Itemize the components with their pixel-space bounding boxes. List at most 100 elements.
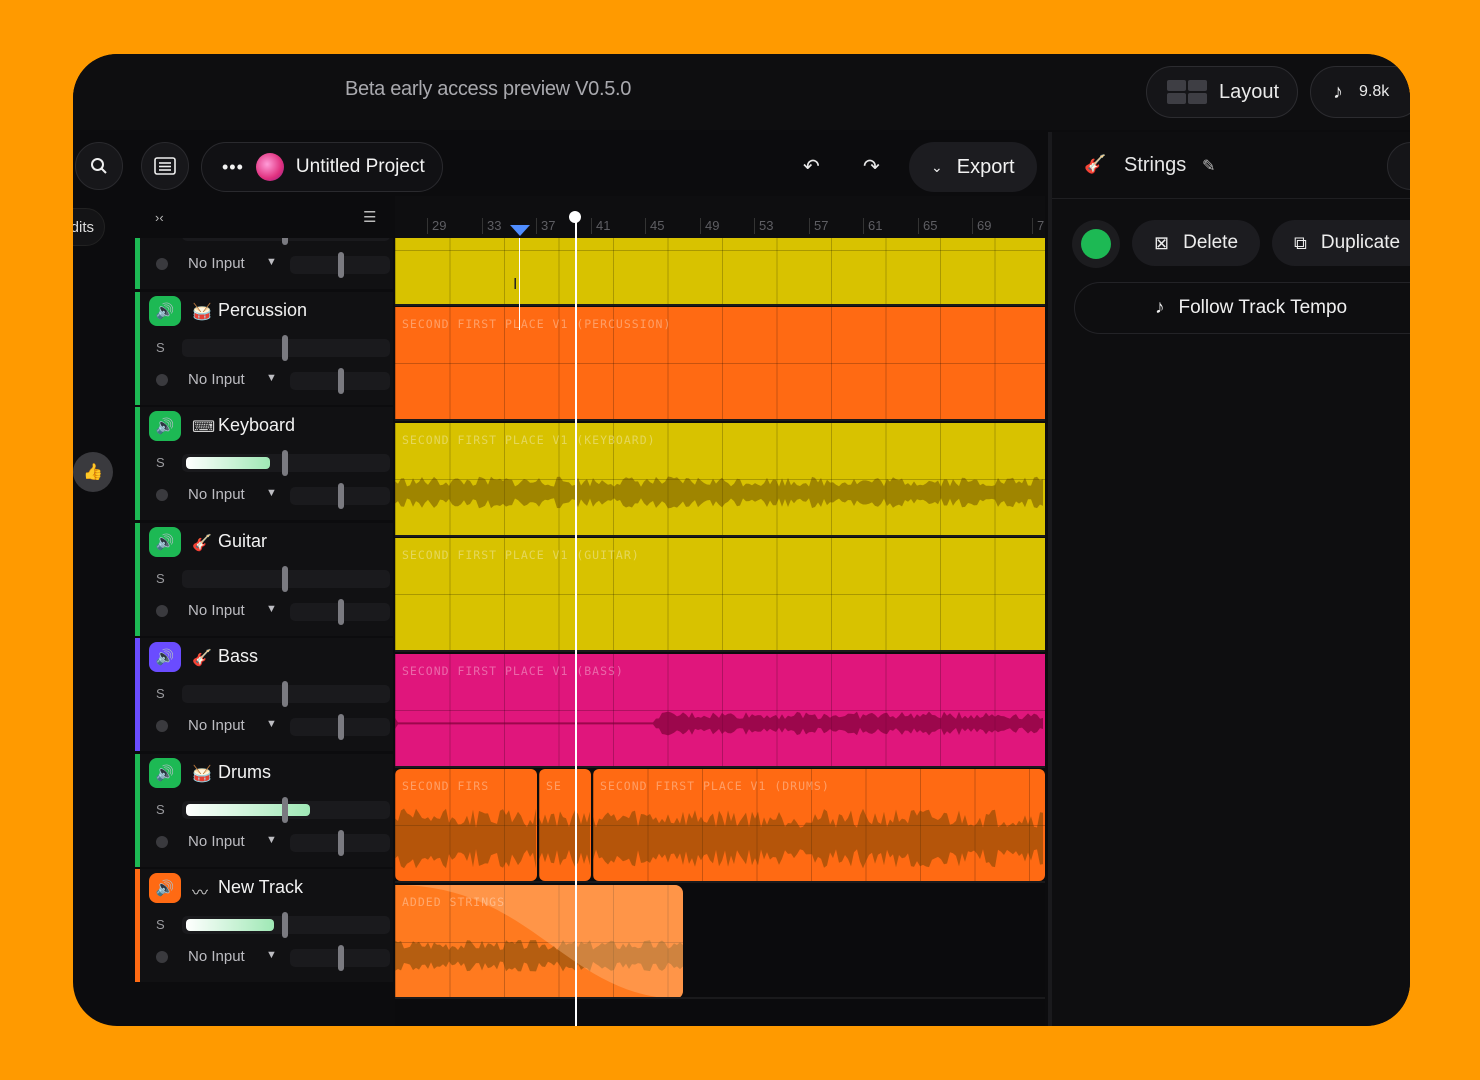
solo-button[interactable]: S <box>156 686 165 701</box>
track-header[interactable]: 🔊 〰 New Track S No Input ▼ <box>135 869 393 982</box>
record-arm-button[interactable] <box>156 835 168 848</box>
input-select[interactable]: No Input <box>188 832 245 850</box>
volume-slider[interactable] <box>182 450 390 476</box>
track-header[interactable]: 🔊🎻StringsSNo Input▼ <box>135 238 393 289</box>
pan-knob[interactable] <box>338 829 344 856</box>
input-select[interactable]: No Input <box>188 255 245 272</box>
export-button[interactable]: ⌄ Export <box>909 142 1037 192</box>
volume-knob[interactable] <box>282 334 288 361</box>
panel-toggle-button[interactable] <box>1387 142 1410 190</box>
pan-slider[interactable] <box>290 483 390 509</box>
track-name[interactable]: Percussion <box>218 299 308 320</box>
audio-clip[interactable]: SECOND FIRST PLACE V1 (GUITAR) <box>395 538 1045 650</box>
thumbs-up-icon[interactable]: 👍 <box>73 452 113 492</box>
timeline[interactable]: SECOND FIRST PLACE V1 (PERCUSSION) SECOND… <box>395 238 1045 1026</box>
input-select[interactable]: No Input <box>188 717 245 734</box>
track-lane[interactable]: ADDED STRINGS <box>395 885 1045 999</box>
mute-speaker-icon[interactable]: 🔊 <box>149 526 181 557</box>
track-header[interactable]: 🔊 🥁 Percussion S No Input ▼ <box>135 291 393 405</box>
volume-slider[interactable] <box>182 334 390 361</box>
volume-knob[interactable] <box>282 450 288 476</box>
pan-knob[interactable] <box>338 598 344 625</box>
pan-knob[interactable] <box>338 252 344 278</box>
follow-track-tempo-button[interactable]: ♪ Follow Track Tempo <box>1074 282 1410 334</box>
track-color-picker[interactable] <box>1072 220 1120 268</box>
volume-slider[interactable] <box>182 238 390 245</box>
audio-clip[interactable]: SECOND FIRST PLACE V1 (DRUMS) <box>593 769 1045 881</box>
playhead-line[interactable] <box>575 219 577 1026</box>
track-header[interactable]: 🔊 🎸 Guitar S No Input ▼ <box>135 522 393 636</box>
playhead-handle[interactable] <box>569 211 581 223</box>
track-name[interactable]: New Track <box>218 877 304 897</box>
project-selector[interactable]: ••• Untitled Project <box>201 142 443 192</box>
pan-knob[interactable] <box>338 483 344 509</box>
audio-clip[interactable]: SE <box>539 769 591 881</box>
track-header[interactable]: 🔊 🎸 Bass S No Input ▼ <box>135 638 393 751</box>
record-arm-button[interactable] <box>156 720 168 732</box>
audio-clip[interactable]: ADDED STRINGS <box>395 885 683 997</box>
pan-knob[interactable] <box>338 367 344 394</box>
solo-button[interactable]: S <box>156 801 165 817</box>
record-arm-button[interactable] <box>156 951 168 963</box>
edits-button[interactable]: dits <box>73 208 105 246</box>
audio-clip[interactable]: SECOND FIRST PLACE V1 (BASS) <box>395 654 1045 766</box>
audio-clip[interactable]: SECOND FIRST PLACE V1 (PERCUSSION) <box>395 307 1045 419</box>
record-arm-button[interactable] <box>156 489 168 501</box>
track-header[interactable]: 🔊 🥁 Drums S No Input ▼ <box>135 753 393 867</box>
volume-knob[interactable] <box>282 238 288 245</box>
record-arm-button[interactable] <box>156 258 168 270</box>
delete-button[interactable]: ⊠ Delete <box>1132 220 1260 266</box>
notes-count-button[interactable]: ♪ 9.8k <box>1310 66 1410 118</box>
record-arm-button[interactable] <box>156 373 168 386</box>
undo-icon[interactable]: ↶ <box>803 156 820 178</box>
layout-button[interactable]: Layout <box>1146 66 1298 118</box>
track-lane[interactable]: SECOND FIRST PLACE V1 (GUITAR) <box>395 538 1045 652</box>
mute-speaker-icon[interactable]: 🔊 <box>149 295 181 326</box>
track-name[interactable]: Bass <box>218 646 259 666</box>
track-lane[interactable]: SECOND FIRST PLACE V1 (BASS) <box>395 654 1045 768</box>
edit-pencil-icon[interactable]: ✎ <box>1202 158 1216 175</box>
pan-slider[interactable] <box>290 252 390 278</box>
volume-slider[interactable] <box>182 912 390 938</box>
volume-slider[interactable] <box>182 796 390 823</box>
track-name[interactable]: Drums <box>218 761 271 782</box>
collapse-icon[interactable]: ›‹ <box>155 210 164 225</box>
mute-speaker-icon[interactable]: 🔊 <box>149 873 181 903</box>
volume-slider[interactable] <box>182 681 390 707</box>
solo-button[interactable]: S <box>156 917 165 932</box>
pan-knob[interactable] <box>338 714 344 740</box>
track-name[interactable]: Keyboard <box>218 415 296 435</box>
pan-slider[interactable] <box>290 829 390 856</box>
volume-knob[interactable] <box>282 912 288 938</box>
mute-speaker-icon[interactable]: 🔊 <box>149 642 181 672</box>
audio-clip[interactable]: SECOND FIRST PLACE V1 (KEYBOARD) <box>395 423 1045 535</box>
input-select[interactable]: No Input <box>188 601 245 619</box>
solo-button[interactable]: S <box>156 238 165 239</box>
track-name[interactable]: Guitar <box>218 530 268 551</box>
track-lane[interactable]: SECOND FIRST PLACE V1 (PERCUSSION) <box>395 307 1045 421</box>
mute-speaker-icon[interactable]: 🔊 <box>149 411 181 441</box>
track-lane[interactable]: SECOND FIRST PLACE V1 (KEYBOARD) <box>395 423 1045 537</box>
loop-marker-icon[interactable] <box>510 225 530 236</box>
volume-knob[interactable] <box>282 565 288 592</box>
volume-slider[interactable] <box>182 565 390 592</box>
mute-speaker-icon[interactable]: 🔊 <box>149 757 181 788</box>
pan-slider[interactable] <box>290 598 390 625</box>
pan-slider[interactable] <box>290 714 390 740</box>
audio-clip[interactable] <box>395 238 1045 304</box>
volume-knob[interactable] <box>282 681 288 707</box>
record-arm-button[interactable] <box>156 604 168 617</box>
search-button[interactable] <box>75 142 123 190</box>
more-options-icon[interactable]: ••• <box>222 156 244 177</box>
timeline-ruler[interactable]: 29 33 37 41 45 49 53 57 61 65 69 7 <box>395 196 1045 238</box>
redo-icon[interactable]: ↷ <box>863 156 880 178</box>
volume-knob[interactable] <box>282 796 288 823</box>
audio-clip[interactable]: SECOND FIRS <box>395 769 537 881</box>
solo-button[interactable]: S <box>156 455 165 470</box>
pan-slider[interactable] <box>290 945 390 971</box>
input-select[interactable]: No Input <box>188 370 245 388</box>
pan-knob[interactable] <box>338 945 344 971</box>
input-select[interactable]: No Input <box>188 486 245 503</box>
track-lane[interactable]: SECOND FIRS SE SECOND FIRST PLACE V1 (DRUM… <box>395 769 1045 883</box>
input-select[interactable]: No Input <box>188 948 245 965</box>
